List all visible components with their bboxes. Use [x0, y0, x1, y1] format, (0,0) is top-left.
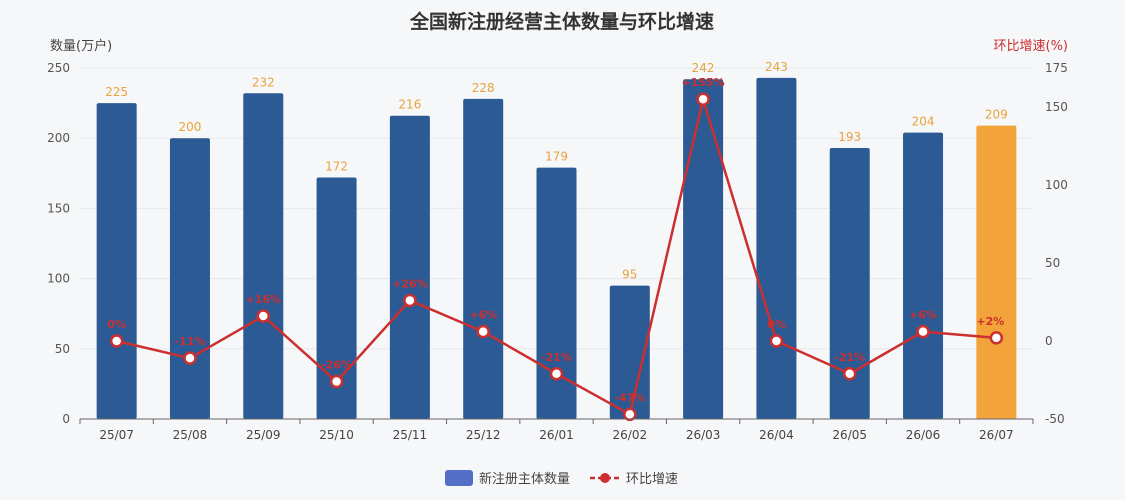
bar-value-label: 193 — [838, 130, 861, 144]
bar — [829, 148, 870, 419]
bar-value-label: 243 — [765, 60, 788, 74]
bar-value-label: 216 — [398, 98, 421, 112]
bar — [389, 115, 430, 420]
bar — [683, 79, 724, 420]
y-left-tick-label: 250 — [47, 61, 70, 75]
y-right-tick-label: 100 — [1045, 178, 1068, 192]
x-tick-label: 26/01 — [539, 428, 574, 442]
bar-value-label: 232 — [252, 75, 275, 89]
line-value-label: +6% — [909, 309, 937, 322]
y-right-tick-label: -50 — [1045, 412, 1065, 426]
legend-swatch-bars — [445, 470, 473, 486]
bar-value-label: 172 — [325, 160, 348, 174]
line-point — [623, 407, 637, 422]
line-value-label: -26% — [321, 359, 352, 372]
x-tick-label: 25/08 — [173, 428, 208, 442]
y-right-tick-label: 50 — [1045, 256, 1060, 270]
legend[interactable]: 新注册主体数量 环比增速 — [445, 470, 678, 487]
line-value-label: +16% — [245, 293, 281, 306]
legend-label-line: 环比增速 — [626, 472, 678, 487]
bar — [169, 138, 210, 419]
bar — [903, 132, 944, 420]
x-tick-label: 26/03 — [686, 428, 721, 442]
x-tick-label: 26/05 — [832, 428, 867, 442]
bar-value-label: 204 — [912, 115, 935, 129]
line-value-label: 0% — [107, 318, 126, 331]
x-tick-label: 25/12 — [466, 428, 501, 442]
x-tick-label: 25/09 — [246, 428, 281, 442]
line-point — [403, 293, 417, 308]
bar — [96, 103, 137, 419]
y-axis-left-label: 数量(万户) — [50, 38, 112, 54]
line-value-label: +2% — [976, 315, 1004, 328]
y-left-tick-label: 0 — [62, 412, 70, 426]
line-point — [989, 331, 1004, 345]
bar-value-label: 225 — [105, 85, 128, 99]
y-left-tick-label: 200 — [47, 131, 70, 145]
line-point — [183, 351, 197, 365]
y-left-tick-label: 50 — [55, 342, 70, 356]
y-left-tick-label: 150 — [47, 201, 70, 215]
y-right-tick-label: 150 — [1045, 100, 1068, 114]
line-point — [256, 309, 271, 323]
legend-marker-line — [600, 473, 610, 483]
bar-value-label: 95 — [622, 268, 637, 282]
chart-title: 全国新注册经营主体数量与环比增速 — [409, 10, 714, 33]
bar-value-label: 228 — [472, 81, 495, 95]
bar-value-label: 242 — [692, 61, 715, 75]
bar-value-label: 209 — [985, 108, 1008, 122]
axes: 0 50 100 150 200 250 -50 0 50 100 150 175 25/07 25/08… — [47, 61, 1068, 442]
bar-value-labels: 225 200 232 172 216 228 179 95 242 243 193 204 209 — [105, 60, 1008, 282]
bar — [243, 93, 284, 419]
bar — [463, 98, 504, 419]
bar — [536, 167, 577, 419]
bar — [609, 285, 650, 419]
x-tick-label: 26/02 — [613, 428, 648, 442]
bar — [316, 177, 357, 419]
line-value-label: +155% — [682, 76, 725, 89]
x-tick-label: 26/04 — [759, 428, 794, 442]
x-tick-label: 25/07 — [99, 428, 134, 442]
x-tick-label: 25/10 — [319, 428, 354, 442]
bar — [756, 77, 797, 419]
line-value-label: +26% — [392, 277, 428, 290]
line-point — [842, 367, 857, 381]
legend-label-bars: 新注册主体数量 — [479, 471, 570, 487]
y-right-tick-label: 0 — [1045, 334, 1053, 348]
bar — [976, 125, 1017, 420]
line-point — [329, 374, 344, 389]
line-value-label: 0% — [767, 318, 786, 331]
x-tick-label: 26/06 — [906, 428, 941, 442]
line-point — [696, 92, 710, 106]
x-tick-label: 25/11 — [393, 428, 428, 442]
line-point — [109, 334, 124, 348]
line-point — [476, 324, 490, 339]
line-value-label: -21% — [834, 351, 865, 364]
line-value-label: -21% — [541, 351, 572, 364]
line-point — [769, 334, 784, 348]
line-value-label: -47% — [614, 391, 645, 404]
bar-value-label: 200 — [179, 120, 202, 134]
line-value-labels: 0% -11% +16% -26% +26% +6% -21% -47% +155% 0% -21%… — [107, 76, 1004, 404]
x-tick-label: 26/07 — [979, 428, 1014, 442]
bar-series — [96, 77, 1017, 420]
line-point — [916, 324, 930, 339]
y-right-tick-label: 175 — [1045, 61, 1068, 75]
y-axis-right-label: 环比增速(%) — [994, 39, 1069, 54]
line-series — [109, 92, 1004, 422]
bar-value-label: 179 — [545, 150, 568, 164]
line-value-label: +6% — [469, 309, 497, 322]
line-point — [549, 367, 564, 381]
line-value-label: -11% — [175, 335, 206, 348]
y-left-tick-label: 100 — [47, 272, 70, 286]
